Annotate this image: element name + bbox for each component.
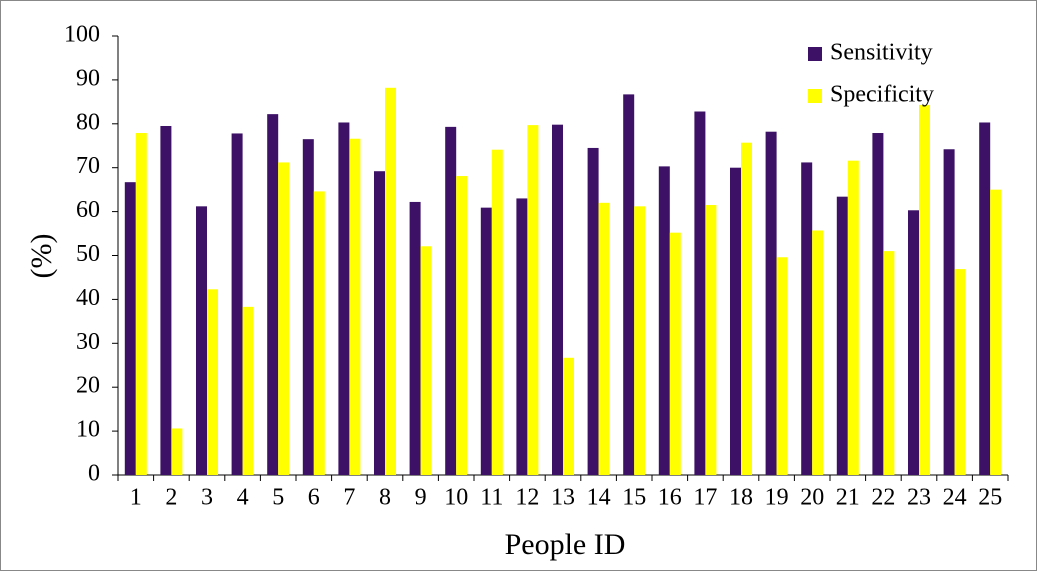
bar — [480, 207, 492, 476]
bar — [836, 196, 848, 475]
bar — [527, 125, 539, 475]
bar — [634, 206, 646, 475]
x-tick-label: 7 — [343, 485, 355, 511]
bar — [954, 269, 966, 475]
y-tick-label: 40 — [76, 285, 100, 311]
x-tick-label: 21 — [836, 485, 860, 511]
bar — [385, 87, 396, 475]
x-tick-label: 18 — [729, 485, 753, 511]
x-tick-label: 8 — [379, 485, 391, 511]
y-tick-label: 30 — [76, 329, 100, 355]
x-tick-label: 16 — [658, 485, 682, 511]
x-tick-label: 14 — [587, 485, 611, 511]
bar — [990, 189, 1002, 475]
x-tick-label: 15 — [622, 485, 646, 511]
x-tick-label: 2 — [165, 485, 177, 511]
bar — [669, 232, 681, 475]
x-axis-label: People ID — [505, 528, 626, 561]
x-tick-label: 6 — [308, 485, 320, 511]
y-tick-label: 20 — [76, 373, 100, 399]
bar — [872, 133, 884, 476]
bar — [207, 289, 218, 475]
bar — [349, 138, 361, 475]
x-tick-label: 9 — [415, 485, 427, 511]
y-tick-label: 0 — [88, 461, 100, 487]
bar — [563, 357, 574, 475]
bar — [847, 160, 859, 475]
y-tick-label: 50 — [76, 241, 100, 267]
legend-swatch — [808, 47, 822, 61]
bar — [196, 206, 207, 475]
y-tick-label: 60 — [76, 197, 100, 223]
x-tick-label: 17 — [693, 485, 717, 511]
bar — [801, 162, 813, 475]
bar — [420, 246, 432, 475]
bar — [908, 210, 919, 475]
bar — [313, 191, 325, 475]
bar — [979, 122, 991, 475]
bar — [409, 201, 421, 475]
bar — [231, 133, 243, 475]
bar — [730, 167, 741, 475]
bar — [135, 133, 147, 476]
bar — [456, 176, 468, 475]
bar — [705, 205, 717, 475]
x-tick-label: 13 — [551, 485, 575, 511]
bar — [943, 149, 955, 475]
bar — [812, 230, 824, 475]
bar — [374, 171, 385, 475]
bar — [694, 111, 706, 476]
x-tick-label: 5 — [272, 485, 284, 511]
x-tick-label: 22 — [871, 485, 895, 511]
bar — [516, 198, 528, 475]
bar — [623, 94, 635, 476]
x-tick-label: 4 — [237, 485, 249, 511]
x-tick-label: 23 — [907, 485, 931, 511]
bar — [338, 122, 350, 475]
bar — [445, 126, 457, 476]
bar — [598, 202, 610, 475]
y-tick-label: 100 — [64, 22, 100, 48]
x-tick-label: 10 — [444, 485, 468, 511]
legend-label: Specificity — [830, 82, 934, 108]
bar — [302, 139, 314, 476]
x-tick-label: 3 — [201, 485, 213, 511]
bar — [552, 124, 563, 475]
bar — [278, 162, 290, 475]
x-tick-label: 12 — [515, 485, 539, 511]
x-tick-label: 11 — [480, 485, 503, 511]
bar — [658, 166, 670, 475]
x-tick-label: 19 — [765, 485, 789, 511]
bar — [765, 131, 777, 475]
bar — [776, 257, 788, 475]
bar — [919, 104, 930, 475]
x-tick-label: 24 — [943, 485, 967, 511]
legend-swatch — [808, 89, 822, 103]
bar — [267, 114, 279, 475]
y-axis-label: (%) — [25, 234, 58, 279]
y-tick-label: 90 — [76, 65, 100, 91]
bar — [242, 306, 254, 475]
bar — [741, 142, 752, 475]
x-tick-label: 20 — [800, 485, 824, 511]
bar — [883, 251, 895, 475]
bar — [587, 147, 599, 475]
bar — [124, 182, 136, 475]
bar — [171, 428, 183, 475]
bar — [160, 125, 172, 476]
y-tick-label: 70 — [76, 153, 100, 179]
bar — [491, 149, 503, 476]
y-tick-label: 80 — [76, 109, 100, 135]
legend-label: Sensitivity — [830, 40, 933, 66]
x-tick-label: 25 — [978, 485, 1002, 511]
x-tick-label: 1 — [130, 485, 142, 511]
y-tick-label: 10 — [76, 417, 100, 443]
